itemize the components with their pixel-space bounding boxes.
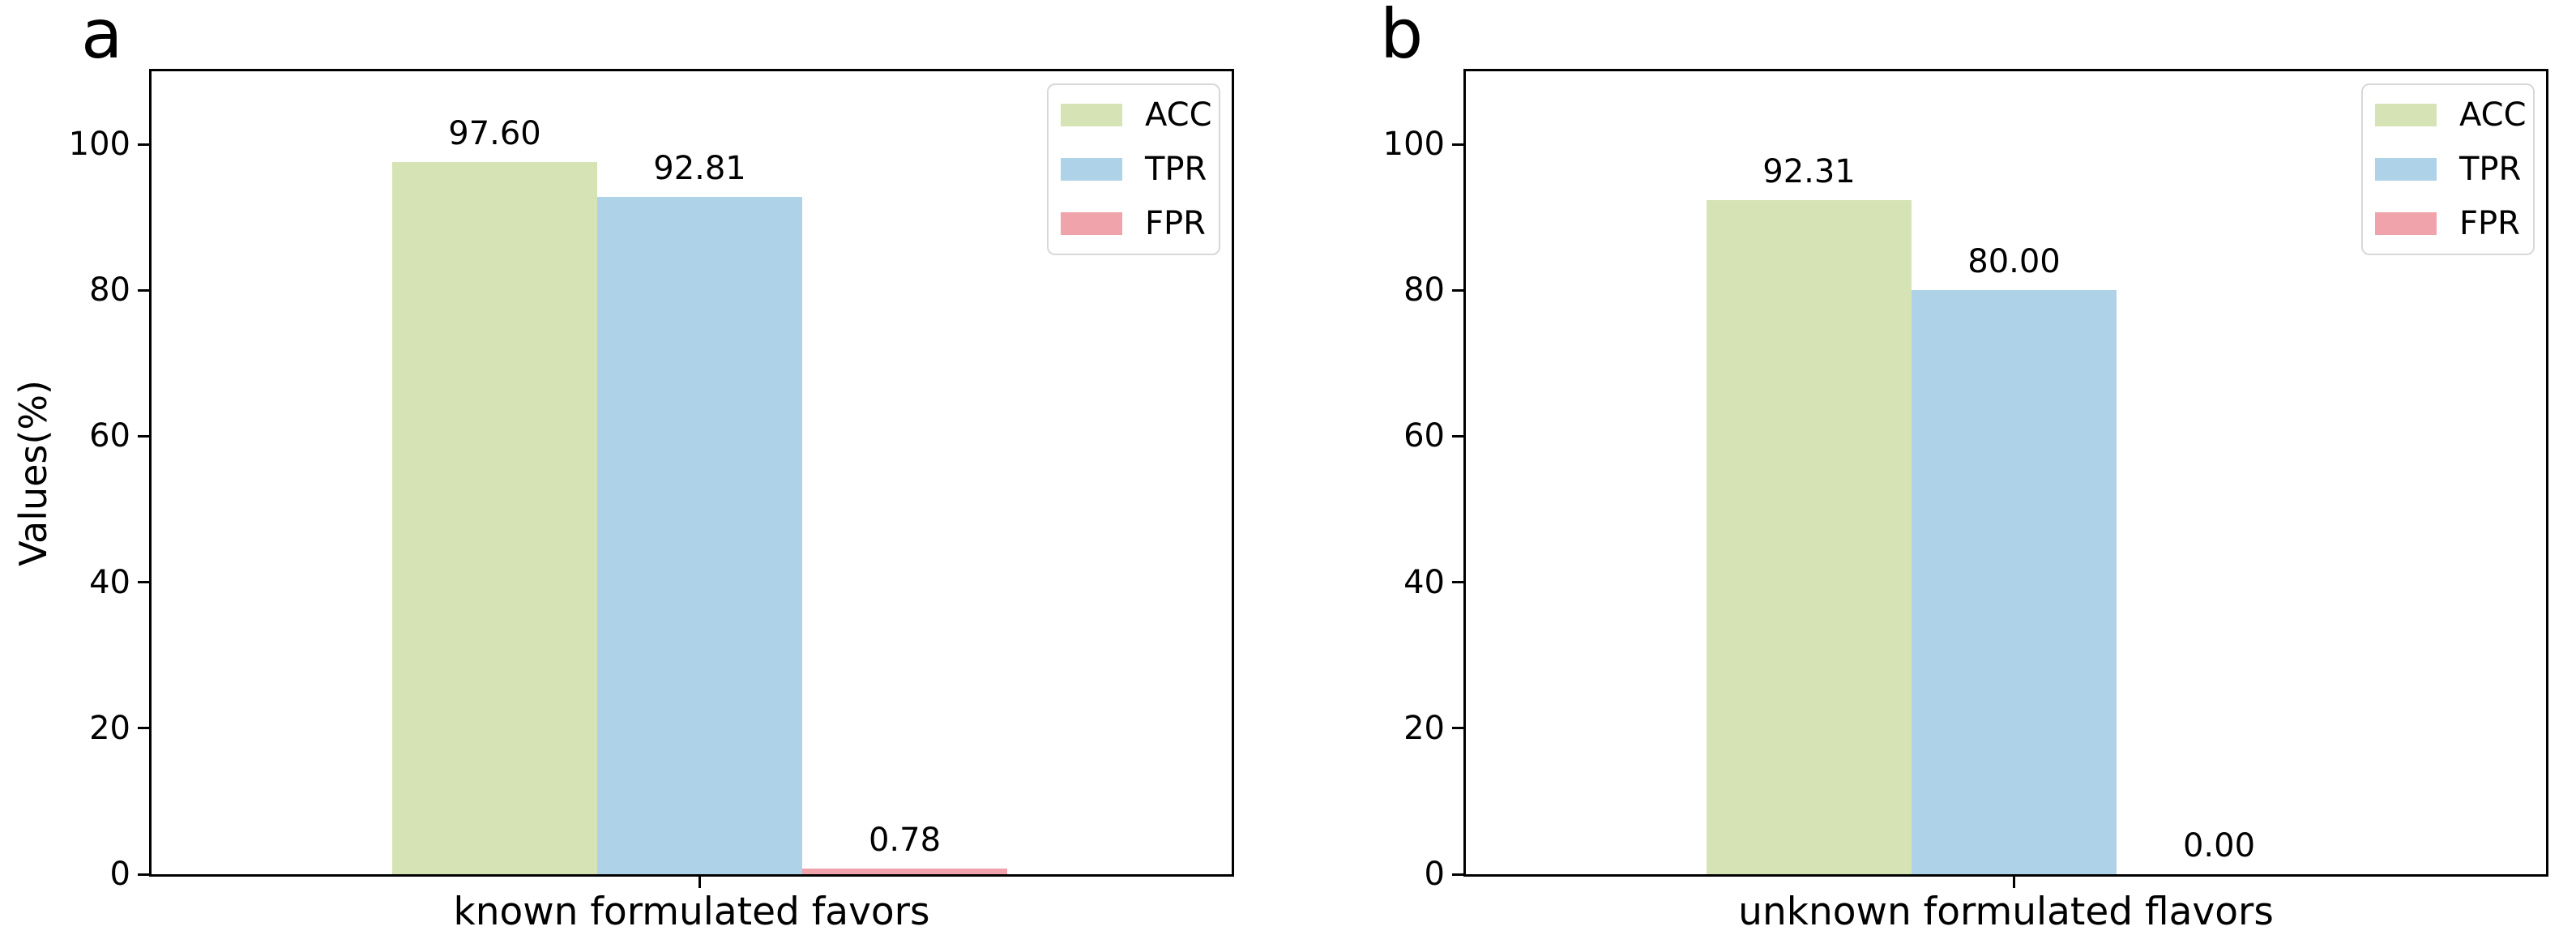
x-tick-mark	[2013, 877, 2015, 888]
legend-row-fpr: FPR	[2375, 207, 2533, 240]
acc-color-swatch	[1061, 104, 1122, 126]
bar-tpr: 80.00	[1912, 243, 2117, 874]
y-axis-title-wrap: Values(%)	[5, 69, 62, 877]
y-tick-label: 40	[89, 563, 130, 601]
bar-tpr: 92.81	[597, 150, 802, 874]
y-tick-label: 60	[1403, 417, 1445, 455]
legend-label-fpr: FPR	[2459, 205, 2520, 242]
y-tick-label: 0	[1424, 856, 1445, 893]
y-tick-mark	[138, 581, 149, 584]
y-tick-label: 60	[89, 417, 130, 455]
y-tick-label: 100	[68, 126, 130, 164]
y-tick-mark	[138, 288, 149, 292]
y-tick-mark	[138, 727, 149, 730]
legend-label-tpr: TPR	[2459, 151, 2522, 188]
fpr-color-swatch	[1061, 212, 1122, 235]
y-tick-label: 20	[1403, 709, 1445, 747]
y-tick-mark	[1452, 434, 1463, 438]
panel-a-letter: a	[81, 0, 123, 74]
bar-acc: 92.31	[1707, 153, 1912, 874]
y-axis-title: Values(%)	[11, 379, 55, 566]
legend-label-acc: ACC	[1145, 96, 1212, 134]
legend-row-tpr: TPR	[1061, 153, 1219, 186]
y-tick-mark	[138, 434, 149, 438]
panel-b-plot-area: 92.31 80.00 0.00 ACC TPR FPR 0 20 40 60 80 10…	[1383, 69, 2548, 893]
y-tick-label: 40	[1403, 563, 1445, 601]
y-tick-mark	[1452, 873, 1463, 876]
legend-label-fpr: FPR	[1145, 205, 1206, 242]
legend: ACC TPR FPR	[1047, 83, 1220, 255]
acc-color-swatch	[2375, 104, 2437, 126]
tpr-color-swatch	[2375, 158, 2437, 181]
legend: ACC TPR FPR	[2361, 83, 2535, 255]
panel-b-letter: b	[1380, 0, 1424, 74]
y-tick-mark	[1452, 581, 1463, 584]
x-tick-mark	[698, 877, 701, 888]
bar-acc: 97.60	[392, 115, 597, 874]
legend-label-tpr: TPR	[1145, 151, 1207, 188]
y-tick-label: 20	[89, 709, 130, 747]
y-tick-mark	[1452, 727, 1463, 730]
legend-row-acc: ACC	[2375, 99, 2533, 131]
panel-a-plot-area: 97.60 92.81 0.78 ACC TPR FPR 0 20 40 60 80 10…	[69, 69, 1234, 893]
panel-b-x-axis-label: unknown formulated flavors	[1738, 890, 2274, 934]
y-tick-label: 0	[109, 856, 130, 893]
fpr-color-swatch	[2375, 212, 2437, 235]
panel-a-x-axis-label: known formulated favors	[453, 890, 930, 934]
legend-label-acc: ACC	[2459, 96, 2527, 134]
y-tick-label: 100	[1382, 126, 1445, 164]
legend-row-acc: ACC	[1061, 99, 1219, 131]
y-tick-mark	[1452, 143, 1463, 146]
y-tick-mark	[138, 143, 149, 146]
bar-value-fpr: 0.00	[2182, 827, 2256, 864]
bar-value-acc: 97.60	[448, 114, 541, 152]
y-tick-mark	[138, 873, 149, 876]
y-tick-label: 80	[1403, 271, 1445, 310]
bar-value-fpr: 0.78	[868, 821, 942, 859]
tpr-color-swatch	[1061, 158, 1122, 181]
legend-row-fpr: FPR	[1061, 207, 1219, 240]
bar-value-acc: 92.31	[1762, 153, 1856, 191]
legend-row-tpr: TPR	[2375, 153, 2533, 186]
y-tick-mark	[1452, 288, 1463, 292]
bar-fpr: 0.78	[802, 822, 1007, 874]
bar-value-tpr: 80.00	[1967, 243, 2061, 281]
y-tick-label: 80	[89, 271, 130, 310]
bar-value-tpr: 92.81	[653, 149, 746, 187]
